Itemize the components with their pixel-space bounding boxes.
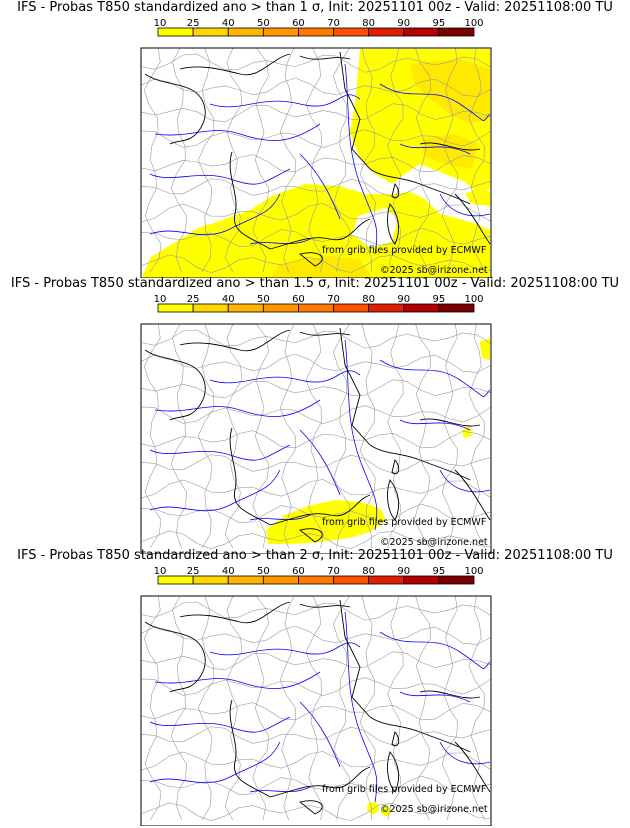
colorbar: 10 25 40 50 60 70 80 90 95 100 — [0, 16, 630, 46]
copyright-text: ©2025 sb@irizone.net — [380, 265, 488, 276]
colorbar-tick-label: 70 — [327, 18, 340, 29]
colorbar-swatch — [298, 575, 334, 585]
map-frame — [140, 47, 492, 278]
credit-text: from grib files provided by ECMWF — [322, 245, 486, 256]
map-panel-1: IFS - Probas T850 standardized ano > tha… — [0, 0, 630, 278]
colorbar-swatch — [368, 303, 405, 313]
colorbar-swatch — [438, 303, 475, 313]
probability-shading-25 — [270, 59, 490, 278]
map-panel-2: IFS - Probas T850 standardized ano > tha… — [0, 276, 630, 554]
colorbar-swatch — [227, 303, 264, 313]
probability-map: from grib files provided by ECMWF ©2025 s… — [0, 592, 630, 826]
colorbar-swatch — [262, 575, 299, 585]
colorbar-swatch — [227, 27, 264, 37]
map-panel-3: IFS - Probas T850 standardized ano > tha… — [0, 548, 630, 826]
colorbar: 10 25 40 50 60 70 80 90 95 100 — [0, 564, 630, 594]
colorbar-tick-label: 40 — [222, 566, 235, 577]
colorbar-tick-label: 50 — [257, 18, 270, 29]
colorbar-swatch — [157, 303, 194, 313]
colorbar-tick-label: 60 — [292, 18, 305, 29]
panel-title: IFS - Probas T850 standardized ano > tha… — [10, 276, 620, 291]
colorbar-tick-label: 95 — [433, 18, 446, 29]
map-frame — [140, 323, 492, 554]
coastlines-and-borders — [144, 599, 491, 815]
colorbar-tick-label: 100 — [464, 18, 483, 29]
colorbar-tick-label: 100 — [464, 566, 483, 577]
region-boundaries — [141, 596, 491, 822]
colorbar-swatch — [227, 575, 264, 585]
copyright-text: ©2025 sb@irizone.net — [380, 804, 488, 815]
coastlines-and-borders — [144, 51, 491, 267]
colorbar-swatch — [368, 575, 405, 585]
copyright-text: ©2025 sb@irizone.net — [380, 537, 488, 548]
colorbar-swatch — [192, 575, 229, 585]
colorbar-tick-label: 95 — [433, 294, 446, 305]
colorbar-tick-label: 80 — [362, 294, 375, 305]
colorbar-swatch — [192, 27, 229, 37]
colorbar-tick-label: 60 — [292, 294, 305, 305]
map-frame — [140, 595, 492, 826]
colorbar-tick-label: 90 — [397, 566, 410, 577]
colorbar-swatch — [403, 575, 440, 585]
colorbar-tick-label: 10 — [154, 294, 167, 305]
region-boundaries — [141, 48, 491, 274]
colorbar-tick-label: 90 — [397, 294, 410, 305]
colorbar-swatch — [333, 575, 370, 585]
sea-gap — [352, 208, 398, 248]
colorbar-tick-label: 80 — [362, 18, 375, 29]
colorbar-tick-label: 25 — [187, 18, 200, 29]
probability-shading — [266, 338, 490, 544]
colorbar-swatch — [403, 303, 440, 313]
colorbar-tick-label: 60 — [292, 566, 305, 577]
colorbar-swatch — [262, 303, 299, 313]
colorbar-swatch — [157, 575, 194, 585]
colorbar-tick-label: 50 — [257, 566, 270, 577]
credit-text: from grib files provided by ECMWF — [322, 517, 486, 528]
credit-text: from grib files provided by ECMWF — [322, 784, 486, 795]
colorbar-tick-label: 50 — [257, 294, 270, 305]
colorbar-swatch — [333, 27, 370, 37]
colorbar-tick-label: 10 — [154, 566, 167, 577]
colorbar-swatch — [298, 303, 334, 313]
colorbar-tick-label: 100 — [464, 294, 483, 305]
colorbar-swatch — [298, 27, 334, 37]
panel-title: IFS - Probas T850 standardized ano > tha… — [17, 0, 613, 15]
colorbar-tick-label: 70 — [327, 294, 340, 305]
colorbar-tick-label: 25 — [187, 294, 200, 305]
rivers — [149, 339, 491, 531]
colorbar-tick-label: 80 — [362, 566, 375, 577]
colorbar-tick-label: 95 — [433, 566, 446, 577]
colorbar-swatch — [368, 27, 405, 37]
colorbar-tick-label: 40 — [222, 294, 235, 305]
colorbar-swatch — [333, 303, 370, 313]
coastlines-and-borders — [144, 327, 491, 543]
colorbar-swatch — [403, 27, 440, 37]
panel-title: IFS - Probas T850 standardized ano > tha… — [17, 548, 613, 563]
colorbar-swatch — [192, 303, 229, 313]
rivers — [149, 63, 491, 255]
probability-map: from grib files provided by ECMWF ©2025 s… — [0, 320, 630, 554]
colorbar: 10 25 40 50 60 70 80 90 95 100 — [0, 292, 630, 322]
colorbar-tick-label: 25 — [187, 566, 200, 577]
colorbar-tick-label: 40 — [222, 18, 235, 29]
rivers — [149, 611, 491, 803]
colorbar-swatch — [157, 27, 194, 37]
colorbar-tick-label: 70 — [327, 566, 340, 577]
colorbar-swatch — [438, 575, 475, 585]
colorbar-swatch — [262, 27, 299, 37]
colorbar-tick-label: 10 — [154, 18, 167, 29]
probability-map: from grib files provided by ECMWF ©2025 s… — [0, 44, 630, 278]
colorbar-tick-label: 90 — [397, 18, 410, 29]
probability-shading — [367, 802, 391, 816]
colorbar-swatch — [438, 27, 475, 37]
